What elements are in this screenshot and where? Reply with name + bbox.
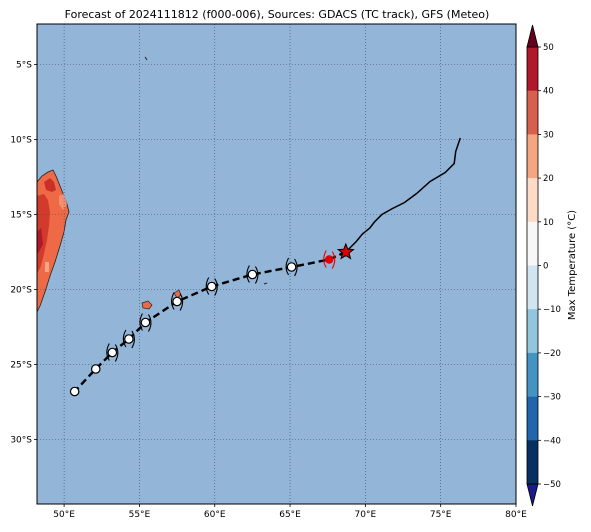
cyclone-symbol-core (107, 347, 118, 358)
colorbar-segment (527, 352, 538, 397)
colorbar-segment (527, 265, 538, 310)
cyclone-symbol-core (69, 386, 80, 397)
colorbar-segment (527, 440, 538, 485)
observed-track-line (345, 137, 462, 253)
map-axis-ticks: 50°E 55°E 60°E 65°E 70°E 75°E 80°E 5°S 10°S 15°S 2… (10, 61, 527, 521)
colorbar-segment (527, 178, 538, 223)
colorbar-tick-label: 20 (543, 174, 554, 184)
cyclone-symbol-arc (323, 250, 327, 268)
madagascar-landmass (37, 169, 70, 313)
lat-tick-label: 20°S (10, 286, 32, 296)
colorbar-tick-label: 50 (543, 43, 554, 53)
cyclone-symbol-arc (205, 277, 210, 295)
colorbar-segment (527, 221, 538, 266)
cyclone-symbol-arc (139, 313, 143, 331)
cyclone-symbol-core (286, 262, 297, 272)
colorbar-bottom-extension (526, 483, 539, 507)
cyclone-symbol-core (206, 281, 217, 292)
map-panel[interactable] (36, 23, 517, 505)
colorbar-tick-label: −30 (543, 393, 561, 403)
colorbar-label: Max Temperature (°C) (567, 210, 578, 320)
colorbar-segment (527, 47, 538, 91)
cyclone-symbol-core (124, 334, 134, 344)
cyclone-symbol-arc (331, 251, 336, 269)
cyclone-symbol-core (325, 255, 334, 264)
cyclone-symbol-arc (294, 258, 298, 277)
lon-tick-label: 70°E (355, 510, 377, 520)
map-gridlines (37, 24, 516, 504)
colorbar-segment (527, 134, 538, 179)
cyclone-symbol-arc (171, 292, 175, 310)
cyclone-symbol-marker (122, 329, 135, 349)
cyclone-symbol-arc (114, 344, 119, 362)
colorbar-tick-label: −20 (543, 349, 561, 359)
colorbar-segment (527, 90, 538, 135)
cyclone-symbol-marker (285, 257, 298, 277)
ocean-background (37, 24, 516, 504)
colorbar-tick-label: 30 (543, 130, 554, 140)
lat-tick-label: 25°S (10, 361, 32, 371)
cyclone-symbol-core (90, 364, 101, 374)
colorbar-tick-label: −50 (543, 480, 561, 490)
cyclone-symbol-marker (90, 364, 101, 374)
cyclone-symbol-arc (122, 329, 127, 348)
cyclone-symbol-arc (106, 343, 110, 361)
lon-tick-label: 65°E (279, 510, 301, 520)
cyclone-symbol-marker (246, 265, 259, 284)
cyclone-symbol-arc (147, 314, 152, 332)
cyclone-symbol-marker (69, 386, 80, 397)
cyclone-symbol-marker (205, 277, 218, 296)
colorbar-tick-label: 0 (543, 262, 548, 272)
temperature-colorbar: 50 40 30 20 10 0 −10 −20 −30 −40 −50 (526, 24, 561, 507)
colorbar-tick-label: −40 (543, 436, 561, 446)
lon-tick-label: 55°E (129, 510, 151, 520)
cyclone-symbol-arc (214, 278, 218, 296)
cyclone-symbol-core (172, 296, 182, 307)
cyclone-symbol-marker (171, 292, 184, 311)
lon-tick-label: 80°E (505, 510, 527, 520)
cyclone-symbol-core (247, 269, 258, 280)
colorbar-tick-label: 10 (543, 218, 554, 228)
seychelles-islet (144, 56, 148, 61)
lat-tick-label: 5°S (16, 61, 32, 71)
current-position-star-icon (336, 242, 355, 260)
colorbar-tick-label: −10 (543, 305, 561, 315)
cyclone-symbol-arc (246, 265, 250, 283)
lat-tick-label: 10°S (10, 136, 32, 146)
lon-tick-label: 60°E (204, 510, 226, 520)
lat-tick-label: 15°S (10, 211, 32, 221)
rodrigues-islet (263, 282, 268, 285)
lat-tick-label: 30°S (10, 436, 32, 446)
cyclone-tracks (69, 137, 462, 397)
map-frame (36, 23, 517, 505)
colorbar-segment (527, 396, 538, 441)
cyclone-symbol-marker (323, 250, 336, 269)
cyclone-symbol-arc (254, 266, 259, 284)
colorbar-top-extension (526, 24, 539, 48)
cyclone-symbol-arc (285, 257, 290, 276)
map-title: Forecast of 2024111812 (f000-006), Sourc… (65, 8, 490, 21)
reunion-island (141, 300, 153, 310)
lon-tick-label: 75°E (430, 510, 452, 520)
cyclone-symbol-core (140, 317, 151, 328)
colorbar-segment (527, 309, 538, 354)
cyclone-symbol-arc (131, 330, 135, 349)
cyclone-symbol-marker (139, 313, 152, 332)
cyclone-symbol-marker (106, 343, 119, 362)
cyclone-symbol-arc (179, 293, 184, 311)
colorbar-tick-label: 40 (543, 87, 554, 97)
lon-tick-label: 50°E (53, 510, 75, 520)
